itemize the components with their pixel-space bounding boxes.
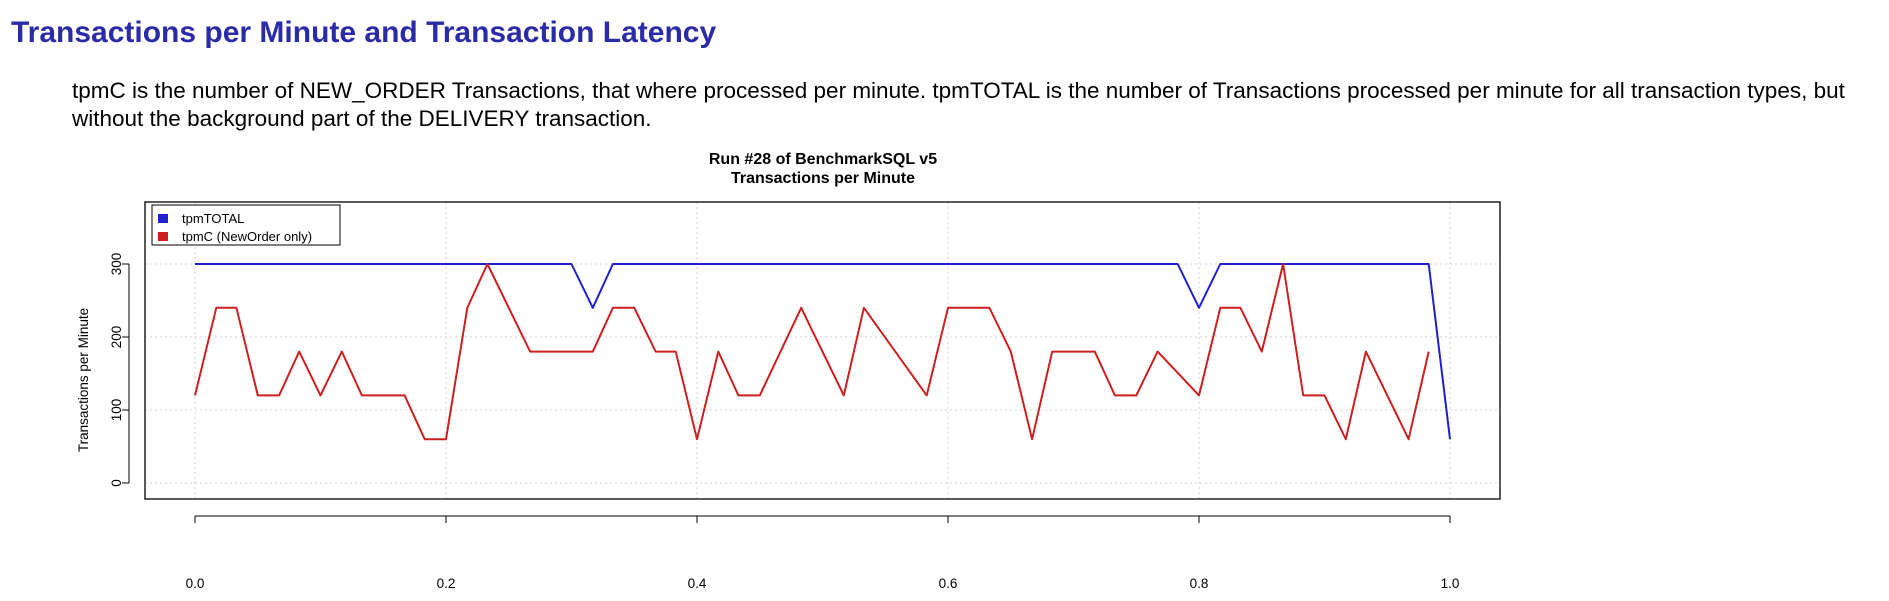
legend-label-tpmtotal: tpmTOTAL <box>182 211 244 226</box>
legend-box <box>151 204 341 246</box>
y-tick-label: 300 <box>109 253 124 276</box>
x-axis: 0.0 0.2 0.4 0.6 0.8 1.0 <box>186 515 1460 591</box>
legend: tpmTOTAL tpmC (NewOrder only) <box>151 204 341 246</box>
y-axis: 0 100 200 300 <box>109 253 130 487</box>
series-layer <box>194 263 1451 441</box>
x-tick-label: 0.4 <box>688 576 707 591</box>
x-tick-label: 0.2 <box>437 576 456 591</box>
legend-label-tpmc: tpmC (NewOrder only) <box>182 229 312 244</box>
x-tick-label: 0.6 <box>939 576 958 591</box>
y-tick-label: 0 <box>109 479 124 487</box>
x-tick-label: 0.0 <box>186 576 205 591</box>
y-tick-label: 200 <box>109 326 124 349</box>
y-tick-label: 100 <box>109 399 124 422</box>
page-title: Transactions per Minute and Transaction … <box>11 16 717 49</box>
y-axis-label: Transactions per Minute <box>76 308 91 452</box>
tpm-chart: Run #28 of BenchmarkSQL v5 Transactions … <box>76 151 1501 591</box>
plot-frame <box>144 201 1501 500</box>
x-tick-label: 0.8 <box>1190 576 1209 591</box>
series-line-tpmtotal <box>195 263 1451 440</box>
legend-swatch-tpmc <box>158 232 168 241</box>
chart-subtitle: Transactions per Minute <box>731 170 915 187</box>
chart-title: Run #28 of BenchmarkSQL v5 <box>709 151 937 168</box>
x-tick-label: 1.0 <box>1441 576 1460 591</box>
legend-swatch-tpmtotal <box>158 214 168 223</box>
intro-paragraph: tpmC is the number of NEW_ORDER Transact… <box>72 78 1845 131</box>
series-line-tpmc <box>194 263 1430 441</box>
